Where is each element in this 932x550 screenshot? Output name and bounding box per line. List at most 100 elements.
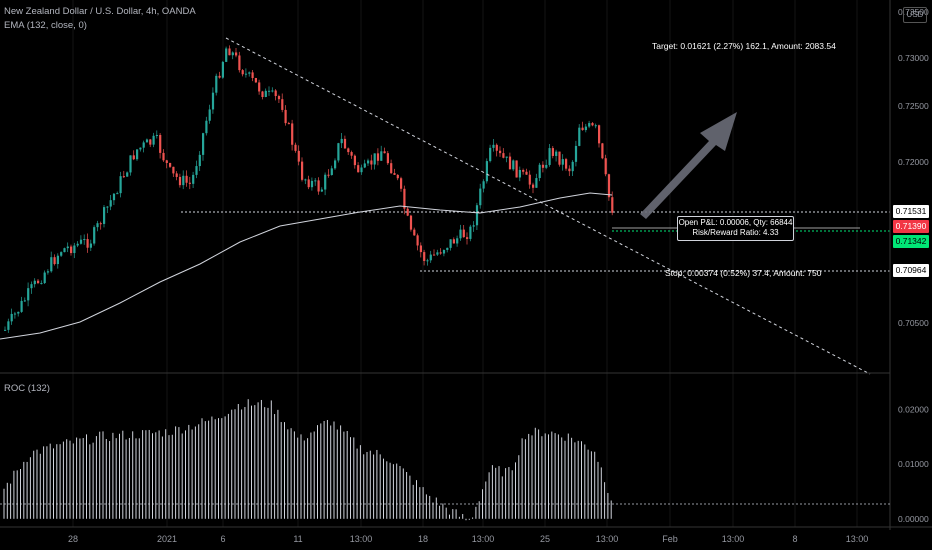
candle-body <box>535 178 538 188</box>
roc-axis[interactable]: 0.02000 0.01000 0.00000 <box>898 405 929 524</box>
candle-body <box>337 143 340 161</box>
candle-body <box>347 148 350 153</box>
risk-reward-text: Risk/Reward Ratio: 4.33 <box>692 228 779 237</box>
candle-body <box>17 311 20 314</box>
candle-body <box>106 206 109 208</box>
candle-body <box>258 82 261 92</box>
candle-body <box>469 226 472 239</box>
candle-body <box>548 148 551 165</box>
candle-body <box>99 223 102 225</box>
candle-body <box>103 207 106 224</box>
candle-body <box>112 193 116 201</box>
candle-body <box>594 125 597 127</box>
candle-body <box>294 144 297 151</box>
symbol-title[interactable]: New Zealand Dollar / U.S. Dollar, 4h, OA… <box>4 6 196 17</box>
candle-body <box>50 257 53 272</box>
candle-body <box>499 150 502 154</box>
candle-body <box>307 179 310 188</box>
candle-body <box>363 163 366 168</box>
candle-body <box>109 200 112 207</box>
candle-body <box>195 166 198 175</box>
candle-body <box>297 150 300 162</box>
candle-body <box>429 254 432 261</box>
candle-body <box>584 126 587 131</box>
candle-body <box>512 160 515 170</box>
time-axis[interactable]: 28 2021 6 11 13:00 18 13:00 25 13:00 Feb 13:00 8 13:… <box>68 534 868 544</box>
candle-body <box>132 155 135 160</box>
candle-body <box>244 73 248 75</box>
candle-body <box>317 180 320 192</box>
candle-body <box>235 52 238 56</box>
candle-body <box>604 158 607 175</box>
candle-body <box>459 229 462 239</box>
roc-pane[interactable] <box>0 399 890 521</box>
candle-body <box>251 72 254 79</box>
ema-line <box>0 192 613 340</box>
target-arrow-icon[interactable] <box>640 112 737 219</box>
candle-body <box>264 90 267 98</box>
candle-body <box>370 160 373 165</box>
candle-body <box>400 178 403 189</box>
candle-body <box>423 252 426 261</box>
candle-body <box>403 188 406 209</box>
candle-body <box>231 52 234 56</box>
ema-legend[interactable]: EMA (132, close, 0) <box>4 20 87 31</box>
candle-body <box>10 313 13 322</box>
target-annotation: Target: 0.01621 (2.27%) 162.1, Amount: 2… <box>652 41 836 51</box>
candle-body <box>162 152 165 161</box>
x-tick-label: 25 <box>540 534 550 544</box>
candle-body <box>545 164 548 168</box>
price-axis[interactable]: 0.73500 0.73000 0.72500 0.72000 0.70500 <box>898 7 929 328</box>
candle-body <box>528 174 531 185</box>
candle-body <box>304 179 307 181</box>
candle-body <box>442 249 446 254</box>
candle-body <box>380 151 383 161</box>
candle-body <box>324 174 327 190</box>
candle-body <box>37 280 40 284</box>
candle-body <box>60 252 63 256</box>
candle-body <box>495 144 498 151</box>
candle-body <box>188 182 191 184</box>
candle-body <box>485 161 488 182</box>
candle-body <box>489 147 492 162</box>
candle-body <box>152 135 155 145</box>
candle-body <box>433 254 436 256</box>
roc-bars-group <box>3 399 612 521</box>
candle-body <box>129 155 132 173</box>
roc-legend[interactable]: ROC (132) <box>4 383 50 394</box>
candle-body <box>353 155 356 166</box>
candle-body <box>383 151 386 154</box>
candle-body <box>136 149 139 160</box>
target-level-tag: 0.71531 <box>893 205 929 218</box>
candle-body <box>598 125 601 144</box>
candle-body <box>538 164 541 179</box>
x-tick-label: Feb <box>662 534 678 544</box>
currency-unit-badge[interactable]: USD <box>903 7 927 23</box>
candle-body <box>574 145 578 162</box>
roc-tick-label: 0.02000 <box>898 405 929 415</box>
candle-body <box>182 175 185 186</box>
candle-body <box>343 138 347 149</box>
candle-body <box>518 169 521 178</box>
candle-body <box>472 225 475 227</box>
candle-body <box>149 139 152 145</box>
candle-body <box>238 55 241 71</box>
candle-body <box>274 90 277 97</box>
candle-body <box>601 143 604 159</box>
trendline[interactable] <box>225 37 871 375</box>
candle-body <box>571 161 574 172</box>
candle-body <box>393 173 396 175</box>
candle-body <box>261 91 264 98</box>
candle-body <box>46 271 50 273</box>
open-pnl-box[interactable]: Open P&L: 0.00006, Qty: 66844 Risk/Rewar… <box>677 216 794 241</box>
candle-body <box>271 90 274 92</box>
price-pane[interactable] <box>0 37 890 375</box>
candle-body <box>30 284 33 289</box>
candle-body <box>254 78 257 83</box>
candle-body <box>159 134 162 153</box>
candle-body <box>310 180 314 188</box>
open-pnl-text: Open P&L: 0.00006, Qty: 66844 <box>678 218 793 227</box>
candle-body <box>178 176 182 186</box>
candle-body <box>277 96 281 100</box>
